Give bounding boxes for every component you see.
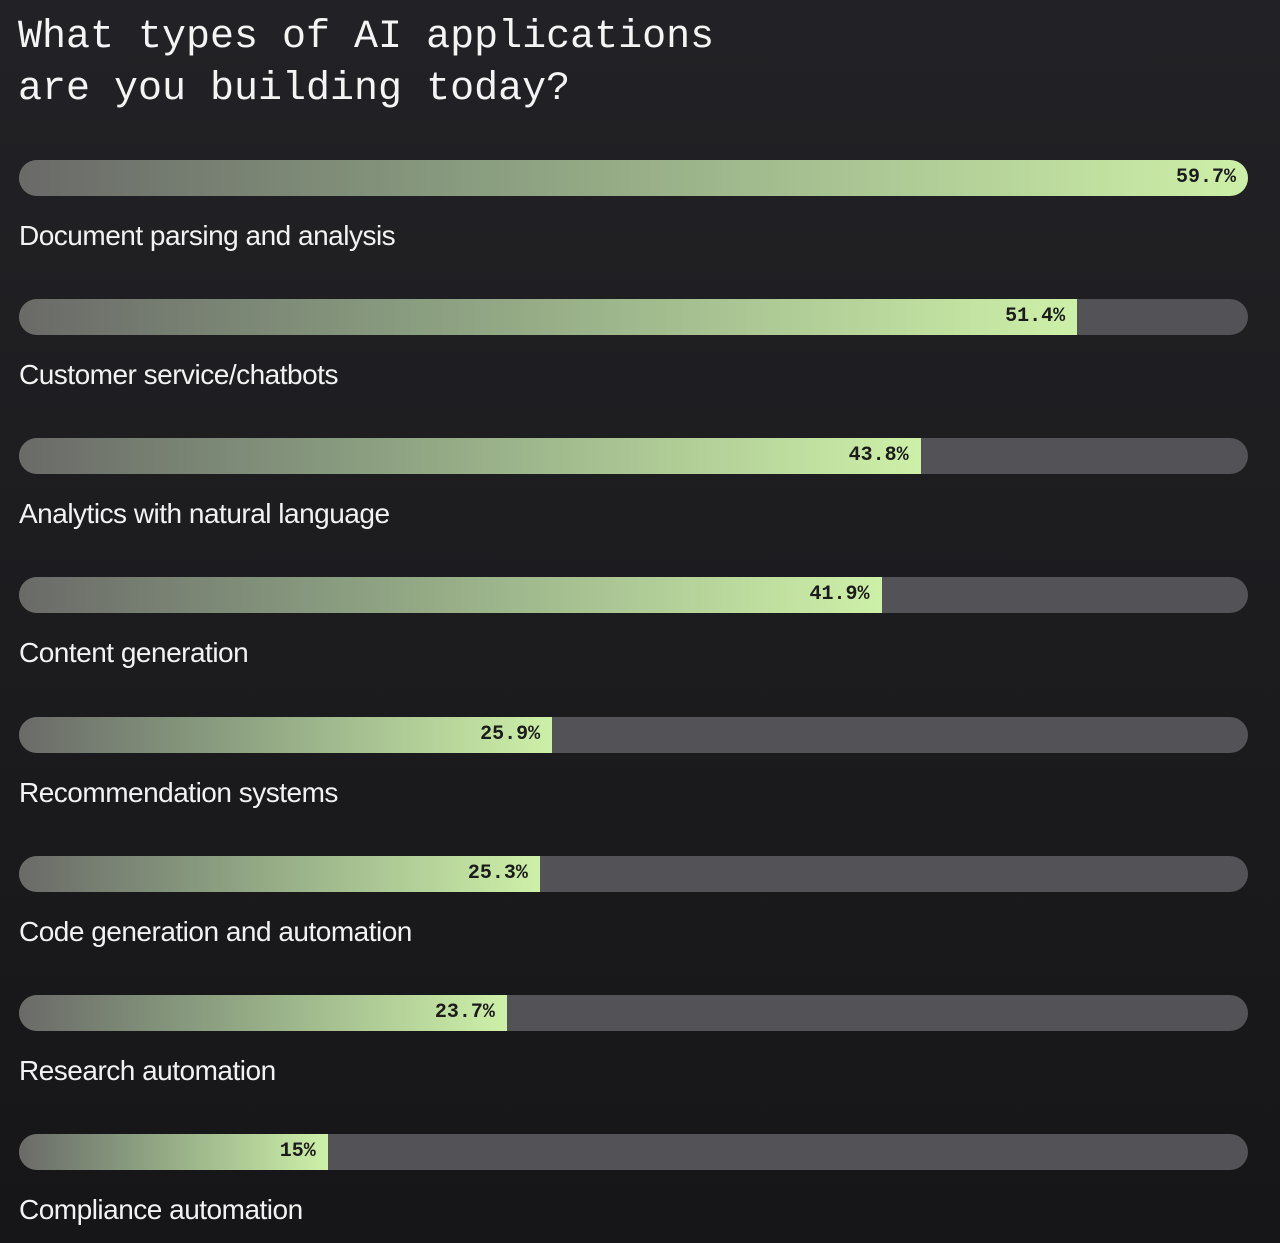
value-label: 59.7% [1175,166,1236,189]
bar-track: 15% [19,1134,1248,1171]
chart-title: What types of AI applications are you bu… [18,15,715,112]
value-label: 43.8% [848,444,909,468]
bar-track: 59.7% [19,160,1248,196]
bar [19,855,540,892]
value-label: 15% [279,1140,316,1164]
category-label: Analytics with natural language [19,498,390,530]
category-label: Customer service/chatbots [19,359,338,391]
bar-track: 43.8% [19,438,1248,475]
value-label: 25.3% [467,861,528,885]
bar [19,994,507,1031]
bar [19,1134,328,1171]
bar [19,160,1248,196]
bar-track: 41.9% [19,577,1248,614]
bar [19,577,882,614]
category-label: Recommendation systems [19,776,338,808]
category-label: Research automation [19,1054,276,1086]
bar [19,438,921,475]
bar-track: 25.3% [19,855,1248,892]
value-label: 23.7% [434,1000,495,1024]
bar [19,299,1078,336]
value-label: 41.9% [809,583,870,607]
bar [19,716,553,753]
bar-track: 23.7% [19,994,1248,1031]
category-label: Content generation [19,637,249,669]
category-label: Compliance automation [19,1194,303,1226]
category-label: Code generation and automation [19,915,412,947]
bar-track: 51.4% [19,299,1248,336]
value-label: 51.4% [1005,305,1066,329]
category-label: Document parsing and analysis [19,220,396,251]
bar-track: 25.9% [19,716,1248,753]
value-label: 25.9% [480,722,541,746]
